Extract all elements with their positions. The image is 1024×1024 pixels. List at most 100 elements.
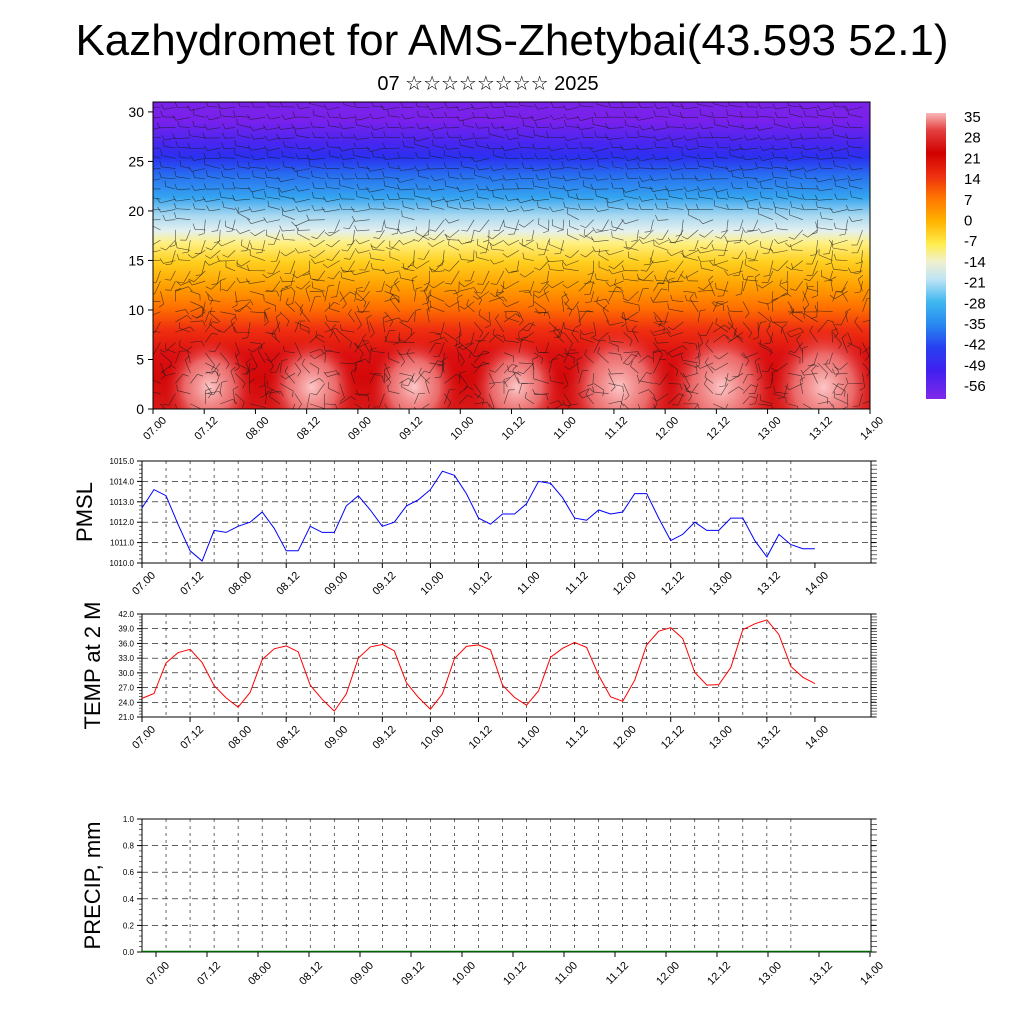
wind-barb (699, 229, 714, 238)
wind-barb (855, 250, 863, 265)
wind-barb-staff (220, 157, 236, 159)
wind-barb-flag (608, 368, 612, 375)
wind-barb (579, 164, 594, 171)
wind-barb-flag (310, 393, 317, 396)
wind-barb-flag (306, 214, 310, 221)
wind-barb-staff (440, 362, 445, 378)
wind-barb-staff (697, 332, 704, 344)
wind-barb-staff (401, 386, 415, 394)
wind-barb-staff (585, 219, 594, 228)
wind-barb-staff (473, 383, 482, 394)
wind-barb-flag (587, 272, 594, 276)
wind-barb (764, 332, 774, 345)
wind-barb-flag (738, 386, 744, 391)
wind-barb-flag (563, 384, 569, 389)
wind-barb (455, 321, 462, 339)
wind-barb-staff (203, 219, 206, 234)
wind-barb-flag (339, 193, 342, 200)
wind-barb-flag (389, 286, 393, 293)
wind-barb-staff (548, 260, 564, 263)
wind-barb (161, 370, 176, 376)
wind-barb (238, 102, 251, 108)
wind-barb-flag (292, 273, 298, 279)
wind-barb-flag (282, 287, 289, 289)
wind-barb (294, 393, 302, 409)
wind-barb (681, 173, 699, 180)
wind-barb-flag (563, 135, 568, 141)
wind-barb-flag (536, 242, 539, 249)
wind-barb-staff (184, 359, 191, 374)
wind-barb-flag (382, 268, 387, 274)
wind-barb-staff (697, 178, 714, 181)
wind-barb (153, 219, 161, 221)
wind-barb-flag (444, 218, 450, 224)
wind-barb (713, 118, 729, 128)
wind-barb (324, 403, 338, 409)
wind-barb-staff (638, 403, 640, 409)
wind-barb (503, 152, 519, 159)
wind-barb-staff (160, 198, 176, 204)
wind-barb-flag (342, 161, 345, 168)
wind-barb-flag (860, 348, 862, 355)
wind-barb (670, 294, 684, 302)
wind-barb-flag (343, 227, 350, 230)
wind-barb-flag (454, 290, 459, 296)
wind-barb-staff (649, 250, 654, 265)
wind-barb-staff (653, 288, 662, 302)
y-tick-label: 5 (136, 351, 144, 367)
wind-barb (473, 339, 486, 353)
wind-barb (789, 170, 803, 180)
wind-barb (389, 240, 400, 251)
wind-barb-staff (582, 393, 594, 399)
wind-barb (324, 229, 340, 237)
wind-barb-staff (699, 362, 714, 369)
wind-barb-staff (523, 239, 535, 247)
wind-barb (684, 144, 699, 151)
wind-barb-flag (522, 252, 525, 259)
wind-barb (785, 260, 803, 270)
wind-barb-staff (418, 116, 430, 118)
wind-barb (759, 145, 773, 151)
wind-barb-flag (671, 140, 674, 147)
wind-barb (608, 368, 624, 375)
wind-barb-flag (467, 394, 473, 398)
wind-barb-flag (671, 102, 673, 106)
wind-barb (784, 383, 803, 390)
wind-barb (587, 260, 594, 276)
wind-barb-flag (312, 182, 315, 188)
wind-barb-staff (653, 403, 657, 409)
wind-barb (455, 105, 475, 111)
wind-barb-flag (264, 307, 271, 311)
wind-barb (597, 159, 609, 169)
wind-barb (246, 264, 266, 272)
wind-barb-staff (294, 393, 302, 405)
wind-barb-flag (518, 223, 525, 228)
wind-barb (638, 288, 649, 302)
wind-barb-flag (713, 200, 716, 207)
wind-barb-flag (802, 345, 809, 349)
wind-barb-flag (781, 293, 788, 297)
wind-barb-staff (859, 260, 863, 273)
wind-barb (429, 342, 442, 353)
wind-barb-flag (558, 400, 563, 406)
wind-barb (159, 171, 176, 180)
wind-barb-staff (668, 383, 681, 385)
wind-barb-flag (160, 110, 163, 117)
wind-barb-flag (192, 120, 195, 127)
x-tick-label: 11.12 (563, 724, 590, 751)
wind-barb-flag (218, 151, 221, 158)
wind-barb-flag (685, 384, 687, 391)
x-tick-label: 10.12 (467, 570, 495, 598)
wind-barb-staff (717, 157, 729, 159)
wind-barb-staff (656, 393, 669, 402)
wind-barb (802, 306, 818, 313)
wind-barb-flag (718, 254, 725, 257)
wind-barb-staff (196, 311, 206, 319)
wind-barb-staff (523, 157, 534, 160)
wind-barb-staff (630, 366, 639, 374)
wind-barb (234, 372, 246, 389)
wind-barb (590, 183, 609, 190)
wind-barb-flag (366, 166, 371, 172)
wind-barb-staff (190, 291, 200, 295)
wind-barb (716, 141, 729, 149)
